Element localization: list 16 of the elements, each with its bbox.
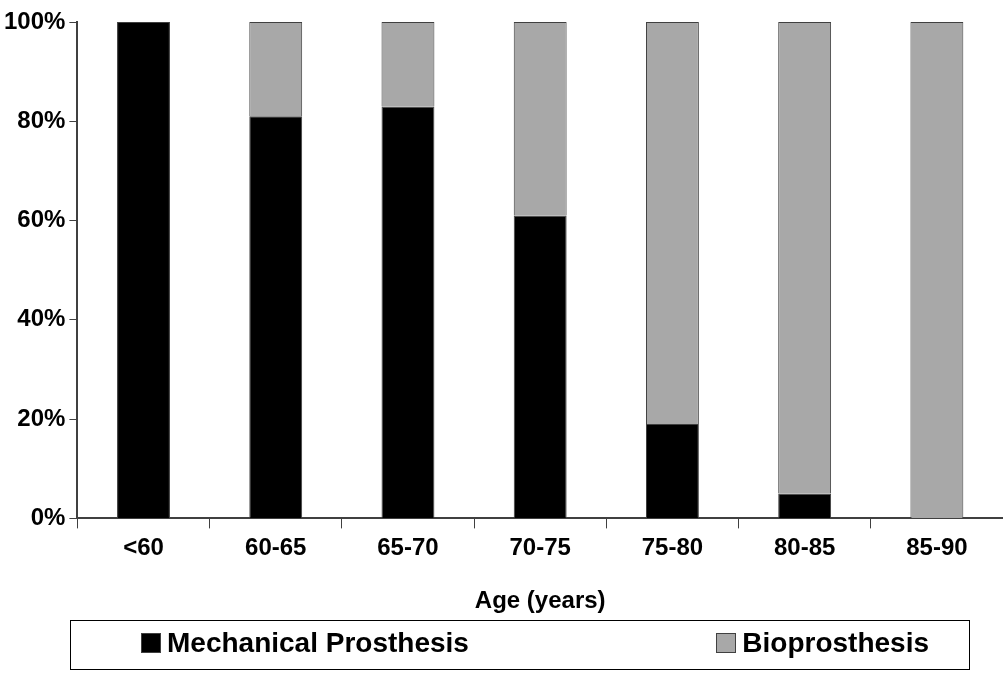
- x-axis-title: Age (years): [474, 586, 606, 614]
- x-tick-label: 80-85: [773, 533, 836, 561]
- x-tick-label: 75-80: [641, 533, 704, 561]
- y-tick-label: 0%: [30, 503, 66, 531]
- x-tick-label: 60-65: [245, 533, 307, 561]
- legend-label: Bioprosthesis: [742, 627, 929, 659]
- x-tick-label: 65-70: [377, 533, 439, 561]
- x-tick-label: 85-90: [906, 533, 968, 561]
- y-tick-label: 80%: [17, 105, 66, 133]
- y-tick-label: 60%: [17, 205, 66, 233]
- y-tick-label: 100%: [3, 6, 66, 34]
- x-tick-label: <60: [123, 533, 164, 561]
- legend-label: Mechanical Prosthesis: [167, 627, 469, 659]
- y-tick-label: 40%: [17, 304, 66, 332]
- y-tick-label: 20%: [17, 403, 66, 431]
- x-tick-label: 70-75: [509, 533, 571, 561]
